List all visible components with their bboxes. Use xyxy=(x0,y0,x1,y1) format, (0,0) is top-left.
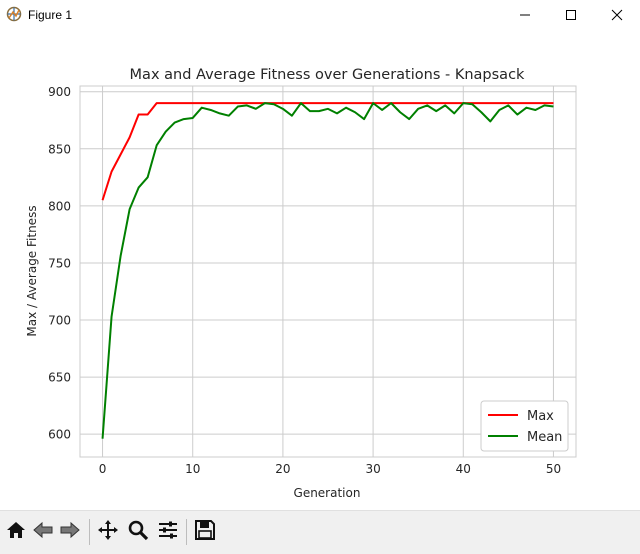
zoom-icon xyxy=(127,519,149,545)
legend: Max Mean xyxy=(480,400,569,452)
close-button[interactable] xyxy=(594,0,640,30)
x-tick-label: 20 xyxy=(275,462,290,476)
series-line-mean xyxy=(101,102,554,439)
y-tick-label: 750 xyxy=(48,256,71,270)
line-chart: 0 10 20 30 40 50 600 650 700 750 800 850 900 Max an… xyxy=(25,67,577,500)
minimize-button[interactable] xyxy=(502,0,548,30)
y-axis-label: Max / Average Fitness xyxy=(25,205,39,336)
maximize-icon xyxy=(565,9,577,21)
close-icon xyxy=(611,9,623,21)
toolbar-separator xyxy=(89,519,90,545)
pan-icon xyxy=(97,519,119,545)
figure-app-icon xyxy=(6,6,22,22)
plot-area xyxy=(79,85,577,458)
x-tick-labels: 0 10 20 30 40 50 xyxy=(99,462,561,476)
home-icon xyxy=(5,519,27,545)
y-tick-label: 800 xyxy=(48,199,71,213)
back-icon xyxy=(32,519,54,545)
y-tick-label: 850 xyxy=(48,142,71,156)
configure-subplots-icon xyxy=(157,519,179,545)
forward-icon xyxy=(59,519,81,545)
y-tick-label: 600 xyxy=(48,428,71,442)
zoom-button[interactable] xyxy=(125,519,151,545)
legend-max-label: Max xyxy=(527,409,554,424)
configure-subplots-button[interactable] xyxy=(155,519,181,545)
figure-canvas[interactable]: 0 10 20 30 40 50 600 650 700 750 800 850 900 Max an… xyxy=(0,30,640,510)
legend-mean-label: Mean xyxy=(527,430,562,445)
x-tick-label: 50 xyxy=(546,462,561,476)
pan-button[interactable] xyxy=(95,519,121,545)
y-tick-label: 650 xyxy=(48,371,71,385)
y-tick-labels: 600 650 700 750 800 850 900 xyxy=(48,85,71,441)
x-tick-label: 10 xyxy=(185,462,200,476)
back-button[interactable] xyxy=(30,519,56,545)
chart-title: Max and Average Fitness over Generations… xyxy=(130,67,525,83)
legend-box xyxy=(480,400,569,452)
x-tick-label: 0 xyxy=(99,462,107,476)
minimize-icon xyxy=(519,9,531,21)
x-axis-label: Generation xyxy=(294,486,361,500)
y-tick-label: 900 xyxy=(48,85,71,99)
series-lines xyxy=(101,102,554,439)
save-icon xyxy=(194,519,216,545)
navigation-toolbar xyxy=(0,510,640,554)
y-tick-label: 700 xyxy=(48,314,71,328)
forward-button[interactable] xyxy=(57,519,83,545)
x-tick-label: 40 xyxy=(456,462,471,476)
window-titlebar: Figure 1 xyxy=(0,0,640,30)
home-button[interactable] xyxy=(3,519,29,545)
series-line-max xyxy=(101,102,554,201)
x-tick-label: 30 xyxy=(365,462,380,476)
toolbar-separator xyxy=(186,519,187,545)
window-title: Figure 1 xyxy=(28,8,73,22)
maximize-button[interactable] xyxy=(548,0,594,30)
save-button[interactable] xyxy=(192,519,218,545)
